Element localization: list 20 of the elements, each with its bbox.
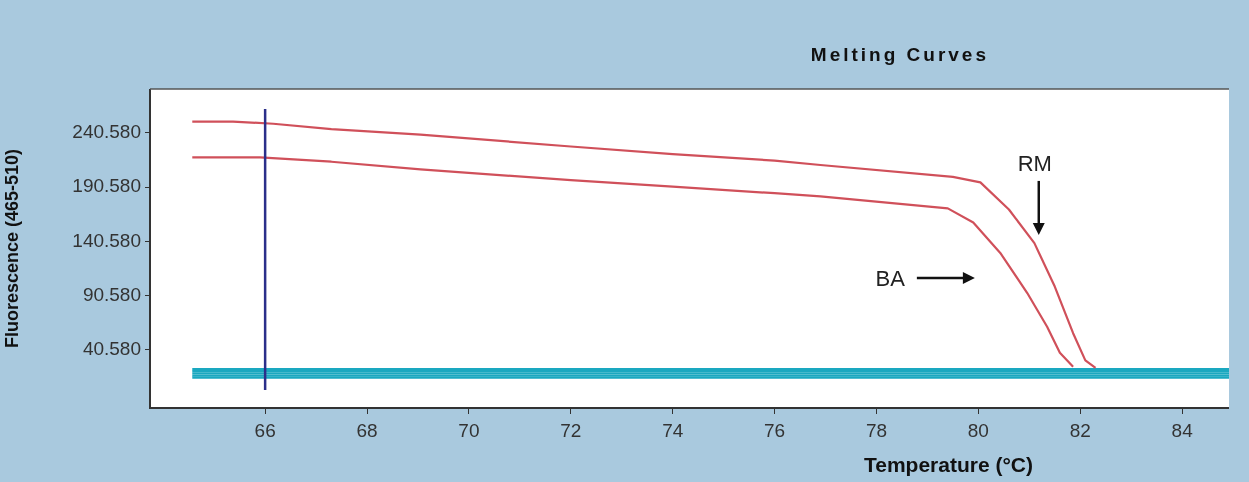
x-tick-label: 82 [1069, 419, 1091, 441]
y-axis-title: Fluorescence (465-510) [1, 148, 22, 349]
x-tick-label: 72 [560, 419, 582, 441]
y-tick-label: 40.580 [82, 338, 141, 360]
y-tick-label: 90.580 [82, 283, 141, 305]
y-tick-label: 240.580 [72, 121, 141, 143]
x-tick-label: 80 [967, 419, 989, 441]
x-tick-label: 70 [458, 419, 480, 441]
x-tick-label: 76 [764, 419, 786, 441]
y-tick-label: 190.580 [72, 175, 141, 197]
x-axis-title: Temperature (°C) [863, 452, 1033, 476]
chart-title: Melting Curves [810, 44, 990, 66]
y-tick-label: 140.580 [72, 229, 141, 251]
x-tick-label: 84 [1171, 419, 1194, 441]
x-tick-label: 74 [662, 419, 684, 441]
x-tick-label: 78 [865, 419, 888, 441]
annotation: BA [875, 266, 906, 292]
annotation: RM [1017, 150, 1052, 176]
x-tick-label: 66 [254, 419, 276, 441]
x-tick-label: 68 [356, 419, 378, 441]
